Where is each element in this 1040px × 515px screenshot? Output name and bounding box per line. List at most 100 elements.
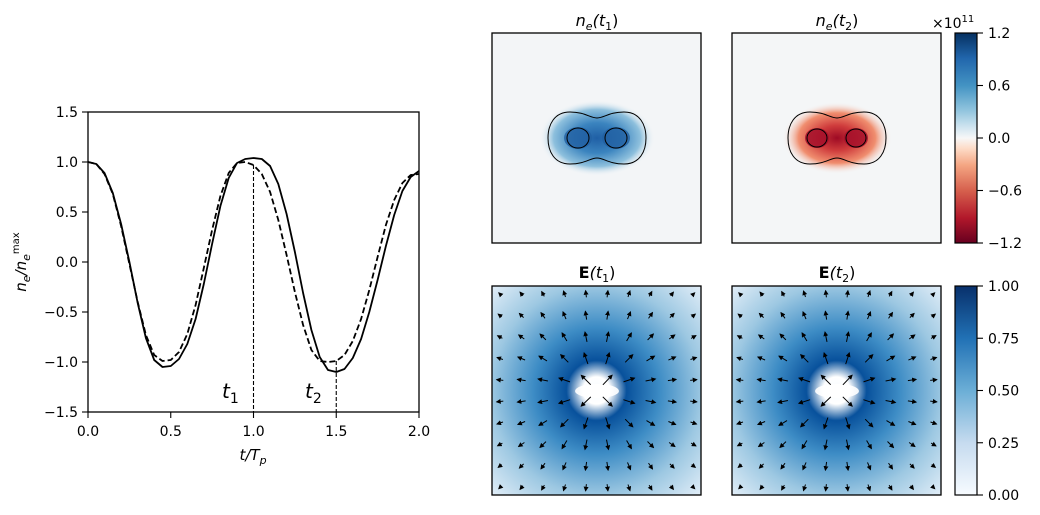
field-arrow [823,310,829,320]
field-arrow [667,377,678,383]
field-arrow [647,484,653,491]
colorbar-density-multiplier: ×1011 [932,14,974,32]
field-arrow [735,398,744,404]
field-arrow [690,420,698,426]
line-ticks: 0.0 0.5 1.0 1.5 2.0 1.5 1.0 0.5 0.0 −0.5 −1.0 −1.5 [44,105,430,440]
field-arrow [842,396,853,407]
field-arrow [866,290,872,298]
colorbar-field-tick-label: 0.25 [988,436,1019,452]
field-arrow [930,377,938,383]
field-arrow [626,440,632,450]
colorbar-density-tick-label: 0.6 [988,79,1010,95]
heatmap-ne-t1-contour-right [604,127,628,149]
field-arrow [605,351,611,365]
field-arrow [538,420,548,426]
field-arrow [780,311,786,319]
field-arrow [668,420,677,426]
heatmap-ne-t2-core-right [844,128,868,148]
field-arrow [845,331,851,342]
field-arrow [887,441,895,449]
heatmap-E-t1-title: E(t1) [579,263,616,285]
y-tick-label: −1.5 [44,405,78,421]
field-arrow [844,289,850,298]
field-arrow [908,484,915,491]
field-arrow [737,462,743,469]
heatmap-ne-t1-blob [539,100,655,176]
field-arrow [907,399,918,404]
field-arrow [690,377,698,383]
field-arrow [580,374,592,386]
field-arrow [602,374,613,386]
field-arrow [690,462,697,469]
field-arrow [930,313,937,319]
field-arrow [519,291,525,297]
x-tick-label: 2.0 [408,424,430,440]
field-arrow [498,292,504,298]
field-arrow [495,398,504,404]
field-arrow [583,461,589,472]
field-arrow [605,461,610,472]
field-arrow [668,334,676,340]
heatmap-ne-t2-title: ne(t2) [816,11,859,33]
field-arrow [645,399,657,405]
heatmap-ne-t1-contour-left [566,127,590,149]
heatmap-E-t2-hole [815,384,859,398]
field-arrow [604,484,610,492]
colorbar-field-tick-label: 0.00 [988,488,1019,504]
field-arrow [496,356,504,362]
field-arrow [756,356,766,361]
field-arrow [690,356,698,362]
field-arrow [845,310,850,320]
field-arrow [561,332,568,342]
heatmap-ne-t2-contour-right [845,128,867,148]
heatmap-E-t2-arrows [735,289,938,492]
field-arrow [756,377,766,383]
field-arrow [866,462,872,471]
field-arrow [863,399,876,405]
x-tick-label: 1.5 [325,424,347,440]
field-arrow [797,399,811,405]
field-arrow [605,439,611,451]
field-arrow [647,441,655,449]
field-arrow [583,289,589,298]
colorbar-field-ticks: 1.00 0.75 0.50 0.25 0.00 [977,279,1019,504]
field-arrow [690,398,698,404]
marker-label-t1: t1 [222,379,239,407]
line-plot-area [88,157,419,412]
field-arrow [908,356,917,361]
field-arrow [907,377,918,383]
field-arrow [909,312,915,318]
field-arrow [802,290,808,298]
field-arrow [802,484,808,492]
field-arrow [778,355,788,362]
field-arrow [866,484,872,492]
field-arrow [518,312,524,318]
field-arrow [516,420,526,426]
field-arrow [823,352,829,365]
series-line-dashed [88,161,419,363]
field-arrow [842,374,853,386]
field-arrow [604,289,610,298]
field-arrow [759,291,765,297]
field-arrow [559,353,569,363]
field-arrow [799,353,809,363]
heatmap-ne-t2-contour-outer [787,111,887,165]
field-arrow [885,377,897,383]
heatmap-ne-t1-frame [491,32,702,244]
y-tick-label: −1.0 [44,355,78,371]
field-arrow [562,310,567,320]
heatmap-E-t1-hole [575,384,619,398]
series-line-solid [88,157,419,373]
field-arrow [557,399,571,405]
field-arrow [798,377,811,383]
field-arrow [690,313,697,319]
field-arrow [668,484,675,491]
field-arrow [646,420,656,426]
heatmap-ne-t2: ne(t2) [731,11,942,244]
field-arrow [820,396,832,407]
field-arrow [541,484,546,491]
field-arrow [605,417,611,430]
field-arrow [908,291,915,297]
field-arrow [887,290,893,297]
field-arrow [802,310,807,320]
